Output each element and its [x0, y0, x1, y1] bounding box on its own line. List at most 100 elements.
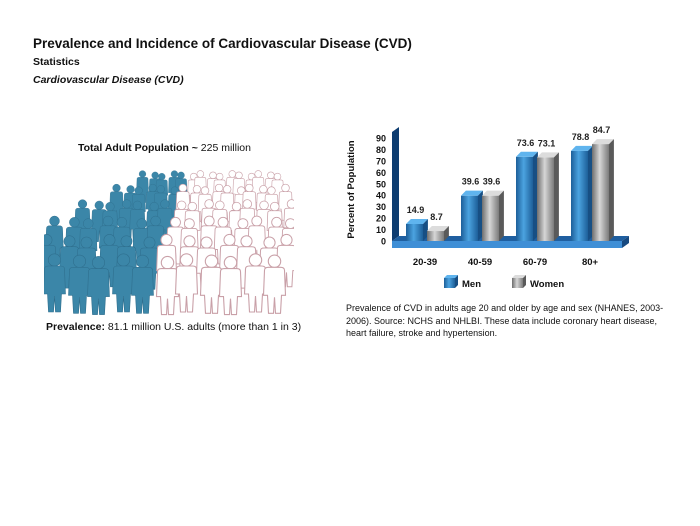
- person-head: [102, 215, 114, 227]
- person-head: [156, 185, 165, 194]
- person-head: [259, 200, 269, 211]
- x-tick-label: 20-39: [413, 257, 437, 268]
- person-head: [254, 170, 262, 178]
- bar-top: [482, 190, 504, 196]
- person-head: [69, 217, 80, 228]
- person-head: [270, 201, 280, 212]
- person-head: [103, 234, 116, 246]
- person-head: [143, 236, 156, 249]
- bar-side: [533, 151, 538, 241]
- person-head: [105, 202, 115, 212]
- bar-side: [423, 218, 428, 241]
- person-head: [231, 201, 242, 212]
- person-head: [83, 218, 94, 229]
- person-head: [92, 256, 105, 270]
- person-head: [160, 233, 173, 247]
- person-unaffected: [199, 254, 224, 314]
- person-body: [218, 268, 243, 316]
- bar-top: [427, 226, 449, 232]
- person-head: [192, 185, 202, 194]
- chart-caption: Prevalence of CVD in adults age 20 and o…: [346, 303, 664, 338]
- person-head: [235, 171, 243, 180]
- x-tick-label: 40-59: [468, 257, 492, 268]
- person-head: [160, 199, 170, 209]
- bar-men: [461, 195, 478, 241]
- person-head: [150, 215, 161, 227]
- person-head: [73, 254, 86, 268]
- legend-label-men: Men: [462, 279, 481, 290]
- chart-left-wall: [392, 127, 399, 241]
- bar-men: [516, 156, 533, 241]
- bar-top: [571, 145, 593, 151]
- data-label: 14.9: [407, 205, 425, 215]
- data-label: 8.7: [430, 212, 443, 222]
- legend-swatch-men: [444, 278, 455, 288]
- person-head: [285, 218, 294, 229]
- bar-top: [406, 218, 428, 224]
- person-head: [200, 236, 213, 249]
- person-head: [132, 200, 142, 210]
- person-affected: [131, 254, 154, 314]
- person-head: [215, 200, 225, 211]
- person-head: [204, 199, 214, 209]
- person-head: [138, 170, 147, 178]
- chart-floor-top: [392, 236, 629, 241]
- person-body: [174, 265, 199, 313]
- bar-side: [444, 226, 449, 241]
- person-head: [49, 215, 60, 227]
- bar-top: [516, 151, 538, 157]
- bar-side: [609, 139, 614, 241]
- y-tick-label: 90: [376, 134, 386, 144]
- person-head: [183, 235, 196, 248]
- person-head: [267, 254, 282, 269]
- bar-side: [588, 145, 593, 241]
- chart-floor-front: [392, 241, 622, 248]
- page-title: Prevalence and Incidence of Cardiovascul…: [33, 36, 412, 51]
- person-head: [94, 200, 104, 210]
- person-head: [248, 253, 263, 267]
- legend-label-women: Women: [530, 279, 564, 290]
- person-head: [245, 183, 254, 193]
- bar-women: [482, 195, 499, 241]
- person-head: [286, 199, 294, 209]
- person-head: [196, 170, 205, 178]
- person-head: [267, 171, 275, 180]
- data-label: 84.7: [593, 125, 611, 135]
- bar-top: [592, 139, 614, 145]
- bar-women: [537, 157, 554, 241]
- person-head: [215, 172, 224, 181]
- person-head: [117, 253, 130, 267]
- person-head: [223, 233, 236, 247]
- person-head: [176, 200, 187, 211]
- section-subtitle: Statistics: [33, 56, 80, 68]
- person-head: [170, 170, 179, 178]
- y-tick-label: 0: [381, 237, 386, 247]
- person-head: [203, 215, 215, 227]
- person-head: [151, 171, 159, 179]
- person-head: [228, 170, 236, 178]
- bar-side: [499, 190, 504, 241]
- person-head: [77, 199, 88, 209]
- data-label: 39.6: [462, 177, 480, 187]
- person-affected: [44, 253, 66, 313]
- person-head: [267, 186, 276, 195]
- bar-top: [461, 190, 483, 196]
- person-body: [112, 265, 135, 313]
- y-tick-label: 30: [376, 202, 386, 212]
- person-body: [199, 266, 224, 314]
- person-body: [44, 265, 66, 313]
- person-head: [242, 199, 253, 209]
- person-unaffected: [174, 253, 199, 313]
- person-head: [80, 236, 93, 249]
- person-head: [200, 186, 210, 195]
- bar-side: [478, 190, 483, 241]
- x-tick-label: 80+: [582, 257, 599, 268]
- person-head: [48, 253, 61, 267]
- y-axis-label: Percent of Population: [346, 140, 357, 238]
- bar-side: [554, 152, 559, 241]
- person-body: [87, 268, 110, 315]
- y-tick-label: 80: [376, 145, 386, 155]
- prevalence-label: Prevalence:: [46, 321, 105, 333]
- legend-swatch-top: [512, 275, 526, 278]
- person-head: [120, 235, 133, 248]
